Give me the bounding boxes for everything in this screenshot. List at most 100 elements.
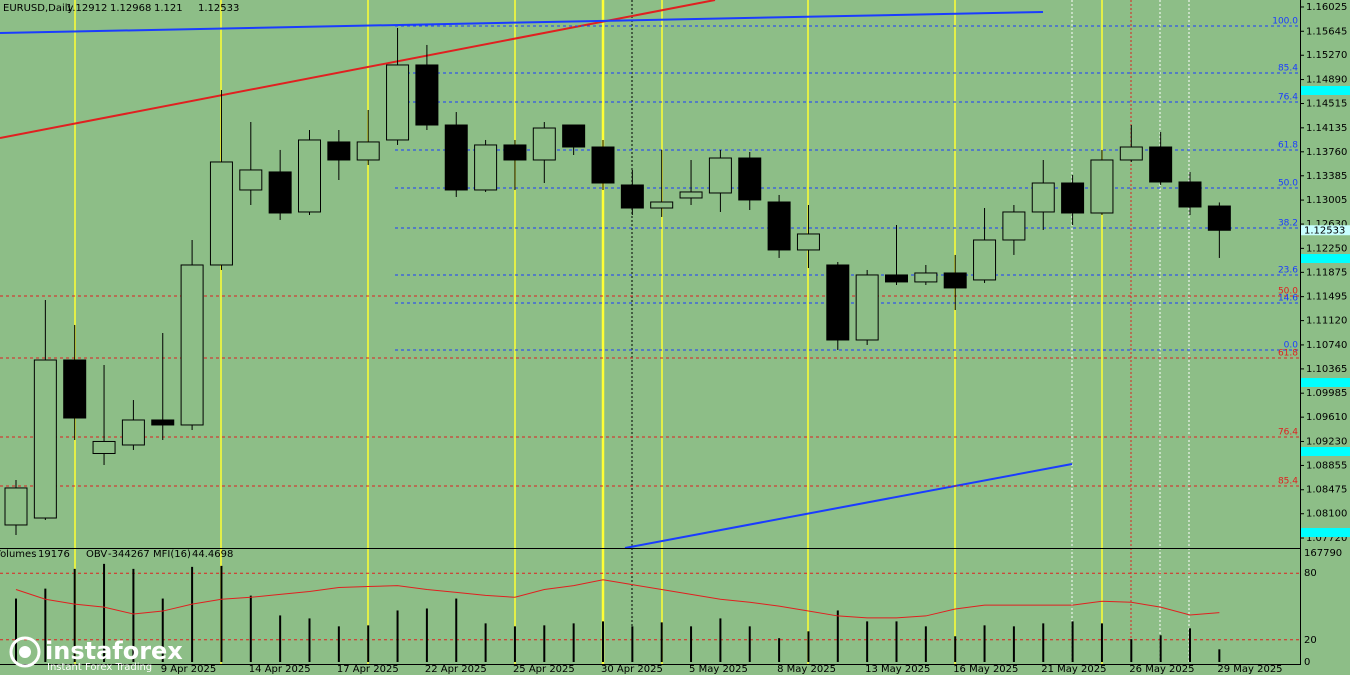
candle-body	[1207, 205, 1231, 231]
candle-body	[63, 359, 87, 419]
x-tick-label: 16 May 2025	[953, 664, 1018, 675]
y-tick-label: 1.11120	[1306, 316, 1347, 327]
volume-panel: 0 20 80	[0, 563, 1317, 668]
x-tick-label: 25 Apr 2025	[513, 664, 575, 675]
candle-body	[1178, 181, 1202, 208]
y-tick-label: 1.15270	[1306, 50, 1347, 61]
volume-label: Volumes	[0, 549, 36, 560]
price-box	[1301, 225, 1350, 236]
fib-label: 14.6	[1278, 293, 1298, 303]
y-tick-label: 1.12250	[1306, 243, 1347, 254]
fib-label: 50.0	[1278, 286, 1298, 296]
candle-body	[532, 127, 556, 161]
mfi-tick-label: 0	[1304, 657, 1310, 668]
trend-line	[624, 463, 1073, 549]
axis-markers	[1301, 86, 1350, 537]
fib-label: 85.4	[1278, 476, 1298, 486]
y-tick-label: 1.13760	[1306, 147, 1347, 158]
candle-body	[1061, 182, 1085, 214]
y-tick-label: 1.07720	[1306, 533, 1347, 544]
x-tick-label: 26 May 2025	[1129, 664, 1194, 675]
candle-body	[503, 144, 527, 161]
logo: instaforex Instant Forex Trading	[9, 636, 183, 673]
candle-body	[444, 124, 468, 191]
y-tick-label: 1.14890	[1306, 75, 1347, 86]
candle-body	[327, 141, 351, 161]
y-tick-label: 1.08855	[1306, 460, 1347, 471]
candles	[4, 27, 1231, 536]
candle-body	[356, 141, 380, 161]
candle-body	[738, 157, 762, 201]
candle-body	[1002, 211, 1026, 241]
fib-label: 61.8	[1278, 349, 1298, 359]
current-price: 1.12533	[1304, 225, 1345, 236]
candle-body	[1031, 182, 1055, 213]
x-tick-label: 9 Apr 2025	[161, 664, 216, 675]
y-tick-label: 1.09230	[1306, 436, 1347, 447]
candle-body	[767, 201, 791, 251]
candle-body	[1090, 159, 1114, 214]
y-tick-label: 1.11495	[1306, 292, 1347, 303]
fib-label: 76.4	[1278, 427, 1298, 437]
candle-body	[650, 201, 674, 209]
fib-label: 23.6	[1278, 265, 1298, 275]
logo-tagline: Instant Forex Trading	[47, 662, 152, 673]
candle-body	[1149, 146, 1173, 183]
fib-label: 38.2	[1278, 218, 1298, 228]
y-tick-label: 1.08100	[1306, 509, 1347, 520]
candle-body	[679, 191, 703, 199]
x-tick-label: 30 Apr 2025	[601, 664, 663, 675]
obv-label: OBV	[86, 549, 107, 560]
candle-body	[121, 419, 145, 446]
volume-value: 19176	[38, 549, 70, 560]
markers	[631, 0, 1190, 665]
candle-body	[415, 64, 439, 126]
x-tick-label: 13 May 2025	[865, 664, 930, 675]
x-tick-label: 29 May 2025	[1217, 664, 1282, 675]
candle-body	[298, 139, 321, 213]
fib-label: 100.0	[1272, 16, 1298, 26]
y-tick-label: 1.08475	[1306, 485, 1347, 496]
candle-body	[33, 359, 57, 519]
mfi-tick-label: 20	[1304, 635, 1317, 646]
candle-body	[914, 272, 938, 283]
mfi-label: MFI(16)	[153, 549, 191, 560]
volume-max-label: 167790	[1304, 548, 1342, 559]
y-tick-label: 1.11875	[1306, 267, 1347, 278]
header-high: 1.12968	[110, 3, 151, 14]
candle-body	[209, 161, 233, 266]
candle-body	[386, 64, 410, 141]
obv-value: -344267	[108, 549, 150, 560]
trend-line	[0, 0, 716, 139]
y-tick-label: 1.12630	[1306, 219, 1347, 230]
candle-body	[1119, 146, 1143, 161]
candle-body	[708, 157, 732, 194]
fib-label: 76.4	[1278, 92, 1298, 102]
fib-label: 85.4	[1278, 63, 1298, 73]
y-tick-label: 1.13005	[1306, 195, 1347, 206]
y-tick-label: 1.10740	[1306, 340, 1347, 351]
y-tick-label: 1.16025	[1306, 2, 1347, 13]
trend-line	[0, 11, 1044, 34]
candle-body	[855, 274, 879, 341]
candle-body	[92, 440, 116, 454]
candle-body	[943, 272, 967, 289]
candle-body	[239, 169, 263, 191]
y-tick-label: 1.09985	[1306, 388, 1347, 399]
mfi-tick-label: 80	[1304, 568, 1317, 579]
x-tick-label: 14 Apr 2025	[249, 664, 311, 675]
x-tick-label: 21 May 2025	[1041, 664, 1106, 675]
logo-name: instaforex	[45, 637, 183, 665]
header-close: 1.12533	[198, 3, 239, 14]
fib-label: 61.8	[1278, 140, 1298, 150]
fib-label: 0.0	[1284, 341, 1299, 351]
x-tick-label: 8 May 2025	[777, 664, 836, 675]
x-tick-label: 5 May 2025	[689, 664, 748, 675]
y-tick-label: 1.09610	[1306, 412, 1347, 423]
candle-body	[474, 144, 498, 191]
candle-body	[562, 124, 586, 148]
mfi-line	[15, 579, 1220, 619]
candle-body	[973, 239, 997, 281]
candle-body	[591, 146, 615, 184]
